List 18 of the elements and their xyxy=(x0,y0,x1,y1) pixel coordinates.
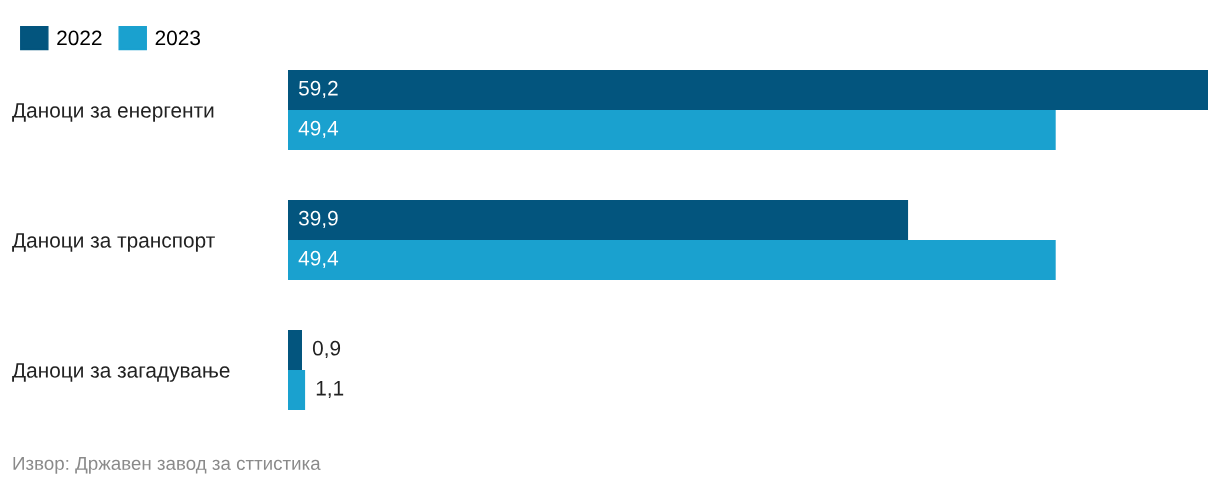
legend-label: 2022 xyxy=(57,30,102,46)
data-label: 39,9 xyxy=(298,210,338,229)
bar xyxy=(288,200,909,240)
bar xyxy=(288,110,1056,150)
legend-label: 2023 xyxy=(155,30,201,46)
bar xyxy=(288,370,306,410)
y-tick-label: Даноци за енергенти xyxy=(12,103,214,122)
bar xyxy=(288,70,1208,110)
data-label: 0,9 xyxy=(312,340,341,359)
text: Извор: Државен завод за сттистика xyxy=(13,456,321,474)
data-label: 49,4 xyxy=(298,120,339,139)
data-label: 1,1 xyxy=(316,381,344,399)
data-label: 49,4 xyxy=(298,250,339,269)
bar xyxy=(288,240,1056,280)
y-tick-label: Даноци за загадување xyxy=(12,363,230,382)
bar xyxy=(288,330,302,370)
data-label: 59,2 xyxy=(298,80,338,99)
y-tick-label: Даноци за транспорт xyxy=(12,233,215,252)
